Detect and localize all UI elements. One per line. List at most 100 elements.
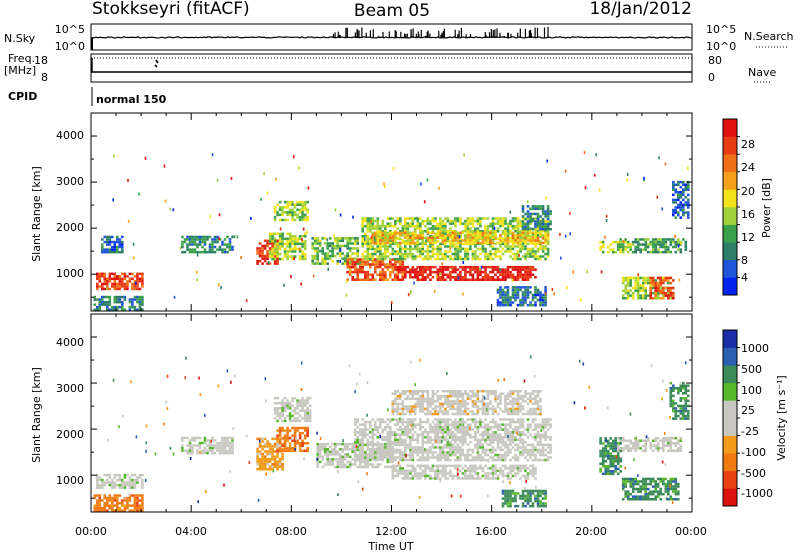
heatmap-cell [409, 412, 412, 416]
heatmap-speck [209, 214, 211, 218]
heatmap-cell [181, 245, 184, 249]
heatmap-cell [509, 438, 512, 442]
heatmap-cell [293, 419, 297, 423]
heatmap-cell [499, 219, 502, 223]
heatmap-cell [409, 441, 412, 444]
heatmap-cell [484, 255, 487, 258]
heatmap-cell [641, 284, 645, 287]
heatmap-cell [411, 436, 415, 439]
heatmap-cell [531, 293, 535, 297]
heatmap-cell [256, 463, 259, 466]
heatmap-cell [431, 239, 435, 242]
heatmap-cell [369, 240, 372, 243]
heatmap-cell [306, 429, 309, 432]
heatmap-cell [301, 407, 304, 410]
heatmap-cell [426, 219, 430, 223]
heatmap-cell [456, 451, 460, 454]
power-heatmap-cells [93, 151, 690, 311]
heatmap-cell [419, 456, 422, 459]
heatmap-cell [396, 451, 400, 454]
heatmap-cell [228, 446, 232, 450]
heatmap-cell [281, 449, 284, 453]
heatmap-cell [506, 250, 510, 253]
heatmap-cell [331, 450, 334, 453]
heatmap-cell [191, 446, 194, 450]
heatmap-cell [421, 241, 425, 245]
heatmap-cell [318, 448, 322, 451]
heatmap-cell [401, 230, 405, 233]
heatmap-cell [464, 236, 467, 240]
heatmap-cell [399, 412, 402, 416]
heatmap-cell [641, 276, 645, 280]
heatmap-cell [441, 236, 445, 240]
heatmap-cell [471, 451, 475, 454]
heatmap-cell [386, 237, 390, 241]
heatmap-cell [414, 224, 417, 228]
heatmap-cell [399, 257, 402, 261]
heatmap-cell [98, 504, 102, 507]
heatmap-cell [333, 247, 337, 250]
heatmap-cell [506, 273, 510, 276]
heatmap-cell [198, 436, 202, 440]
heatmap-cell [386, 268, 390, 271]
heatmap-cell [283, 237, 287, 241]
heatmap-cell [386, 222, 390, 225]
heatmap-cell [288, 235, 292, 238]
heatmap-cell [409, 217, 412, 220]
heatmap-cell [111, 501, 114, 505]
heatmap-cell [409, 239, 412, 242]
heatmap-cell [454, 250, 457, 253]
heatmap-cell [476, 458, 480, 462]
heatmap-cell [509, 298, 512, 302]
heatmap-cell [461, 448, 465, 452]
heatmap-cell [529, 303, 532, 307]
heatmap-cell [369, 252, 372, 256]
heatmap-cell [298, 200, 302, 204]
heatmap-cell [451, 438, 455, 442]
heatmap-cell [656, 294, 660, 297]
heatmap-cell [529, 448, 532, 452]
heatmap-cell [343, 259, 347, 263]
heatmap-cell [421, 273, 425, 276]
heatmap-cell [544, 222, 547, 226]
heatmap-cell [506, 291, 510, 294]
heatmap-cell [399, 250, 402, 253]
heatmap-cell [544, 301, 547, 304]
heatmap-cell [479, 234, 482, 237]
heatmap-cell [96, 494, 99, 497]
heatmap-cell [419, 458, 422, 462]
heatmap-cell [103, 240, 107, 244]
heatmap-cell [358, 441, 362, 444]
heatmap-cell [536, 431, 540, 434]
heatmap-cell [336, 239, 339, 243]
heatmap-cell [436, 273, 440, 276]
heatmap-cell [506, 241, 510, 245]
heatmap-cell [96, 282, 99, 286]
heatmap-speck [458, 235, 461, 239]
heatmap-cell [621, 294, 625, 297]
heatmap-cell [496, 268, 500, 271]
heatmap-cell [682, 188, 685, 191]
heatmap-cell [98, 476, 102, 479]
heatmap-cell [108, 287, 112, 291]
heatmap-cell [361, 418, 364, 421]
heatmap-cell [471, 219, 475, 223]
heatmap-cell [516, 456, 520, 459]
heatmap-cell [118, 486, 122, 489]
heatmap-cell [141, 295, 144, 299]
heatmap-cell [136, 308, 139, 311]
heatmap-cell [481, 247, 485, 251]
heatmap-cell [216, 446, 219, 450]
heatmap-cell [273, 232, 277, 235]
heatmap-cell [451, 270, 455, 274]
heatmap-cell [271, 445, 274, 448]
power-ytick-4000: 4000 [56, 129, 84, 142]
heatmap-cell [672, 198, 675, 202]
heatmap-cell [381, 222, 385, 225]
heatmap-cell [406, 420, 410, 424]
heatmap-cell [384, 250, 387, 253]
heatmap-cell [406, 255, 410, 258]
heatmap-cell [381, 442, 385, 446]
heatmap-cell [288, 447, 292, 450]
heatmap-cell [541, 205, 545, 208]
